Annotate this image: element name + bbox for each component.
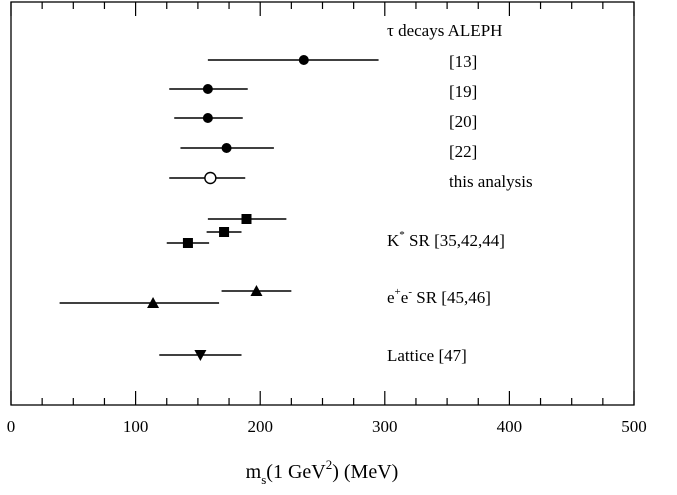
data-point-square [182,238,193,248]
x-axis-label: ms(1 GeV2) (MeV) [246,457,399,487]
plot-frame [10,1,635,406]
x-ticks [10,2,635,405]
x-axis-label-sup: 2 [326,457,333,472]
data-point-circle [298,55,309,65]
label-ee-sr: e+e- SR [45,46] [387,286,491,307]
label-kstar-k: K [387,231,400,250]
x-tick-labels: 0 100 200 300 400 500 [7,417,647,436]
label-kstar-star: * [399,229,405,241]
data-point-circle [202,113,213,123]
label-kstar-sr: K* SR [35,42,44] [387,229,505,250]
label-ee-e2: e [401,288,409,307]
data-point-circle [221,143,232,153]
x-tick-label: 400 [497,417,523,436]
label-ref-20: [20] [449,112,477,131]
label-tau-decays: τ decays ALEPH [387,21,502,40]
label-ee-minus: - [408,286,412,298]
label-kstar-rest: SR [35,42,44] [405,231,505,250]
data-point-triangle-up [250,285,263,296]
label-this-analysis: this analysis [449,172,533,191]
label-ee-plus: + [395,286,401,298]
label-ee-e1: e [387,288,395,307]
data-point-open-circle [204,171,217,185]
x-axis-label-mid: (1 GeV [266,461,326,483]
x-tick-label: 0 [7,417,16,436]
x-tick-label: 200 [247,417,273,436]
data-series [59,55,379,361]
data-point-triangle-down [194,350,207,361]
label-ref-19: [19] [449,82,477,101]
data-point-square [241,214,252,224]
label-ee-rest: SR [45,46] [412,288,491,307]
label-lattice: Lattice [47] [387,346,467,365]
data-point-circle [202,84,213,94]
x-tick-label: 300 [372,417,398,436]
x-axis-label-sub: s [261,472,266,487]
data-point-triangle-up [147,297,160,308]
x-axis-label-end: ) (MeV) [332,461,398,483]
label-ref-22: [22] [449,142,477,161]
label-ref-13: [13] [449,52,477,71]
x-tick-label: 500 [621,417,647,436]
data-point-square [219,227,230,237]
x-tick-label: 100 [123,417,149,436]
x-axis-label-m: m [246,461,262,483]
